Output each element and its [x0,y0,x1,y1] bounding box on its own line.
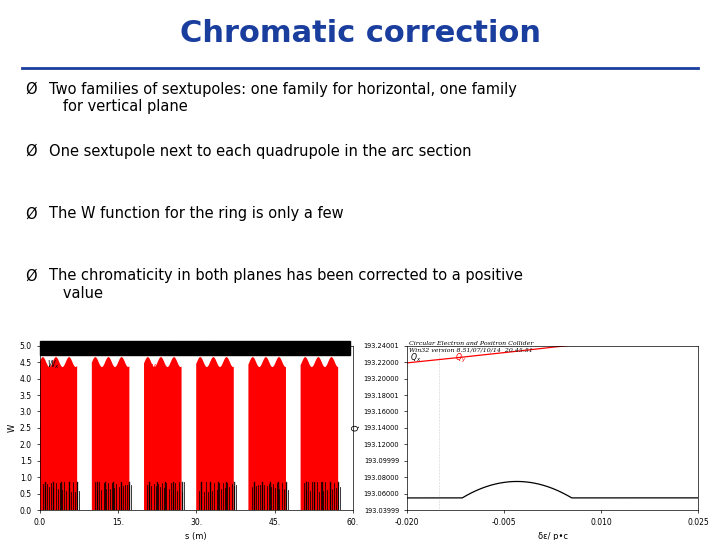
Text: The W function for the ring is only a few: The W function for the ring is only a fe… [49,206,343,221]
Text: Ø: Ø [25,268,37,284]
X-axis label: s (m): s (m) [185,532,207,540]
Text: Ø: Ø [25,82,37,97]
Text: $Q_y$: $Q_y$ [455,352,467,366]
Text: The chromaticity in both planes has been corrected to a positive
   value: The chromaticity in both planes has been… [49,268,523,301]
Y-axis label: Q: Q [351,424,361,431]
Text: $Q_x$: $Q_x$ [410,352,421,365]
X-axis label: δε/ p•c: δε/ p•c [538,532,567,540]
Text: $W_x$: $W_x$ [48,358,60,370]
Bar [40,341,350,355]
Text: Circular Electron and Positron Collider (2014.09.30)
Win32 version 8.51/15      : Circular Electron and Positron Collider … [42,341,209,352]
Text: Ø: Ø [25,206,37,221]
Y-axis label: W: W [8,424,17,432]
Text: $W_y$: $W_y$ [147,363,159,376]
Text: Ø: Ø [25,144,37,159]
Text: Two families of sextupoles: one family for horizontal, one family
   for vertica: Two families of sextupoles: one family f… [49,82,517,114]
Text: Chromatic correction: Chromatic correction [179,19,541,48]
Text: One sextupole next to each quadrupole in the arc section: One sextupole next to each quadrupole in… [49,144,472,159]
Text: Circular Electron and Positron Collider
Win32 version 8.51/07/10/14  20.45.51: Circular Electron and Positron Collider … [409,341,534,352]
